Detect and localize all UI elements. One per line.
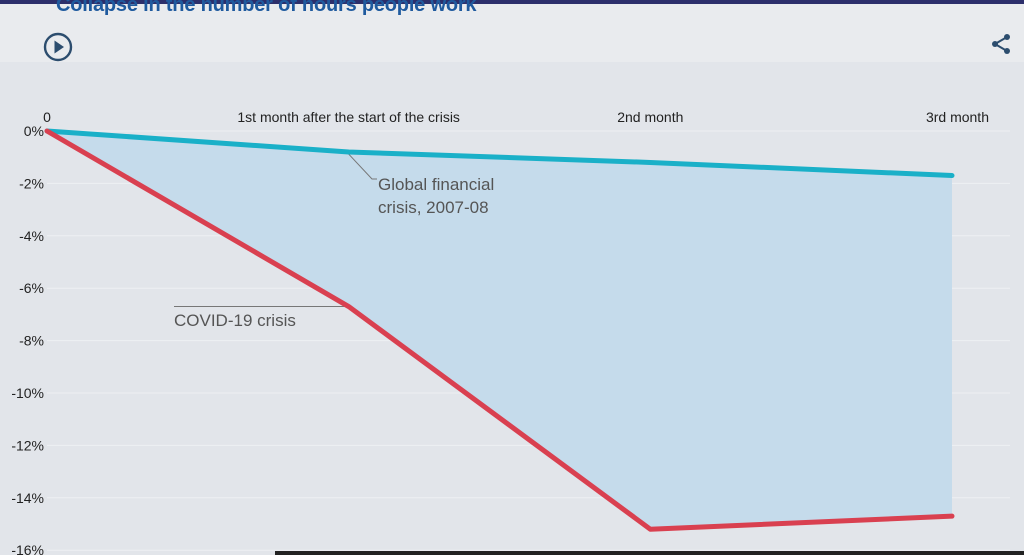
line-chart: 0% -2% -4% -6% -8% -10% -12% -14% -16% 0 1st month…: [11, 109, 1010, 555]
x-tick-label: 1st month after the start of the crisis: [237, 109, 460, 125]
y-tick-label: 0%: [24, 123, 44, 139]
y-tick-label: -4%: [19, 228, 44, 244]
covid-annotation: COVID-19 crisis: [174, 311, 296, 330]
gfc-leader-line: [346, 151, 377, 180]
x-tick-label: 0: [43, 109, 51, 125]
y-tick-label: -16%: [11, 542, 44, 555]
gfc-annotation: Global financial crisis, 2007-08: [378, 175, 494, 217]
chart-header: [0, 0, 1024, 62]
y-tick-label: -8%: [19, 333, 44, 349]
bottom-edge: [275, 551, 1024, 555]
share-icon[interactable]: [989, 32, 1013, 56]
chart-area: 0% -2% -4% -6% -8% -10% -12% -14% -16% 0 1st month…: [0, 62, 1024, 555]
series-line-gfc: [44, 128, 955, 179]
x-tick-label: 2nd month: [617, 109, 683, 125]
x-tick-label: 3rd month: [926, 109, 989, 125]
y-tick-label: -12%: [11, 437, 44, 453]
chart-title: Collapse in the number of hours people w…: [56, 0, 477, 16]
play-icon[interactable]: [43, 32, 73, 62]
shaded-gap-area: [47, 131, 952, 530]
y-tick-label: -14%: [11, 490, 44, 506]
y-tick-label: -6%: [19, 280, 44, 296]
header-accent-bar: [0, 0, 1024, 4]
y-tick-label: -2%: [19, 175, 44, 191]
y-tick-label: -10%: [11, 385, 44, 401]
series-line-covid: [44, 128, 955, 532]
